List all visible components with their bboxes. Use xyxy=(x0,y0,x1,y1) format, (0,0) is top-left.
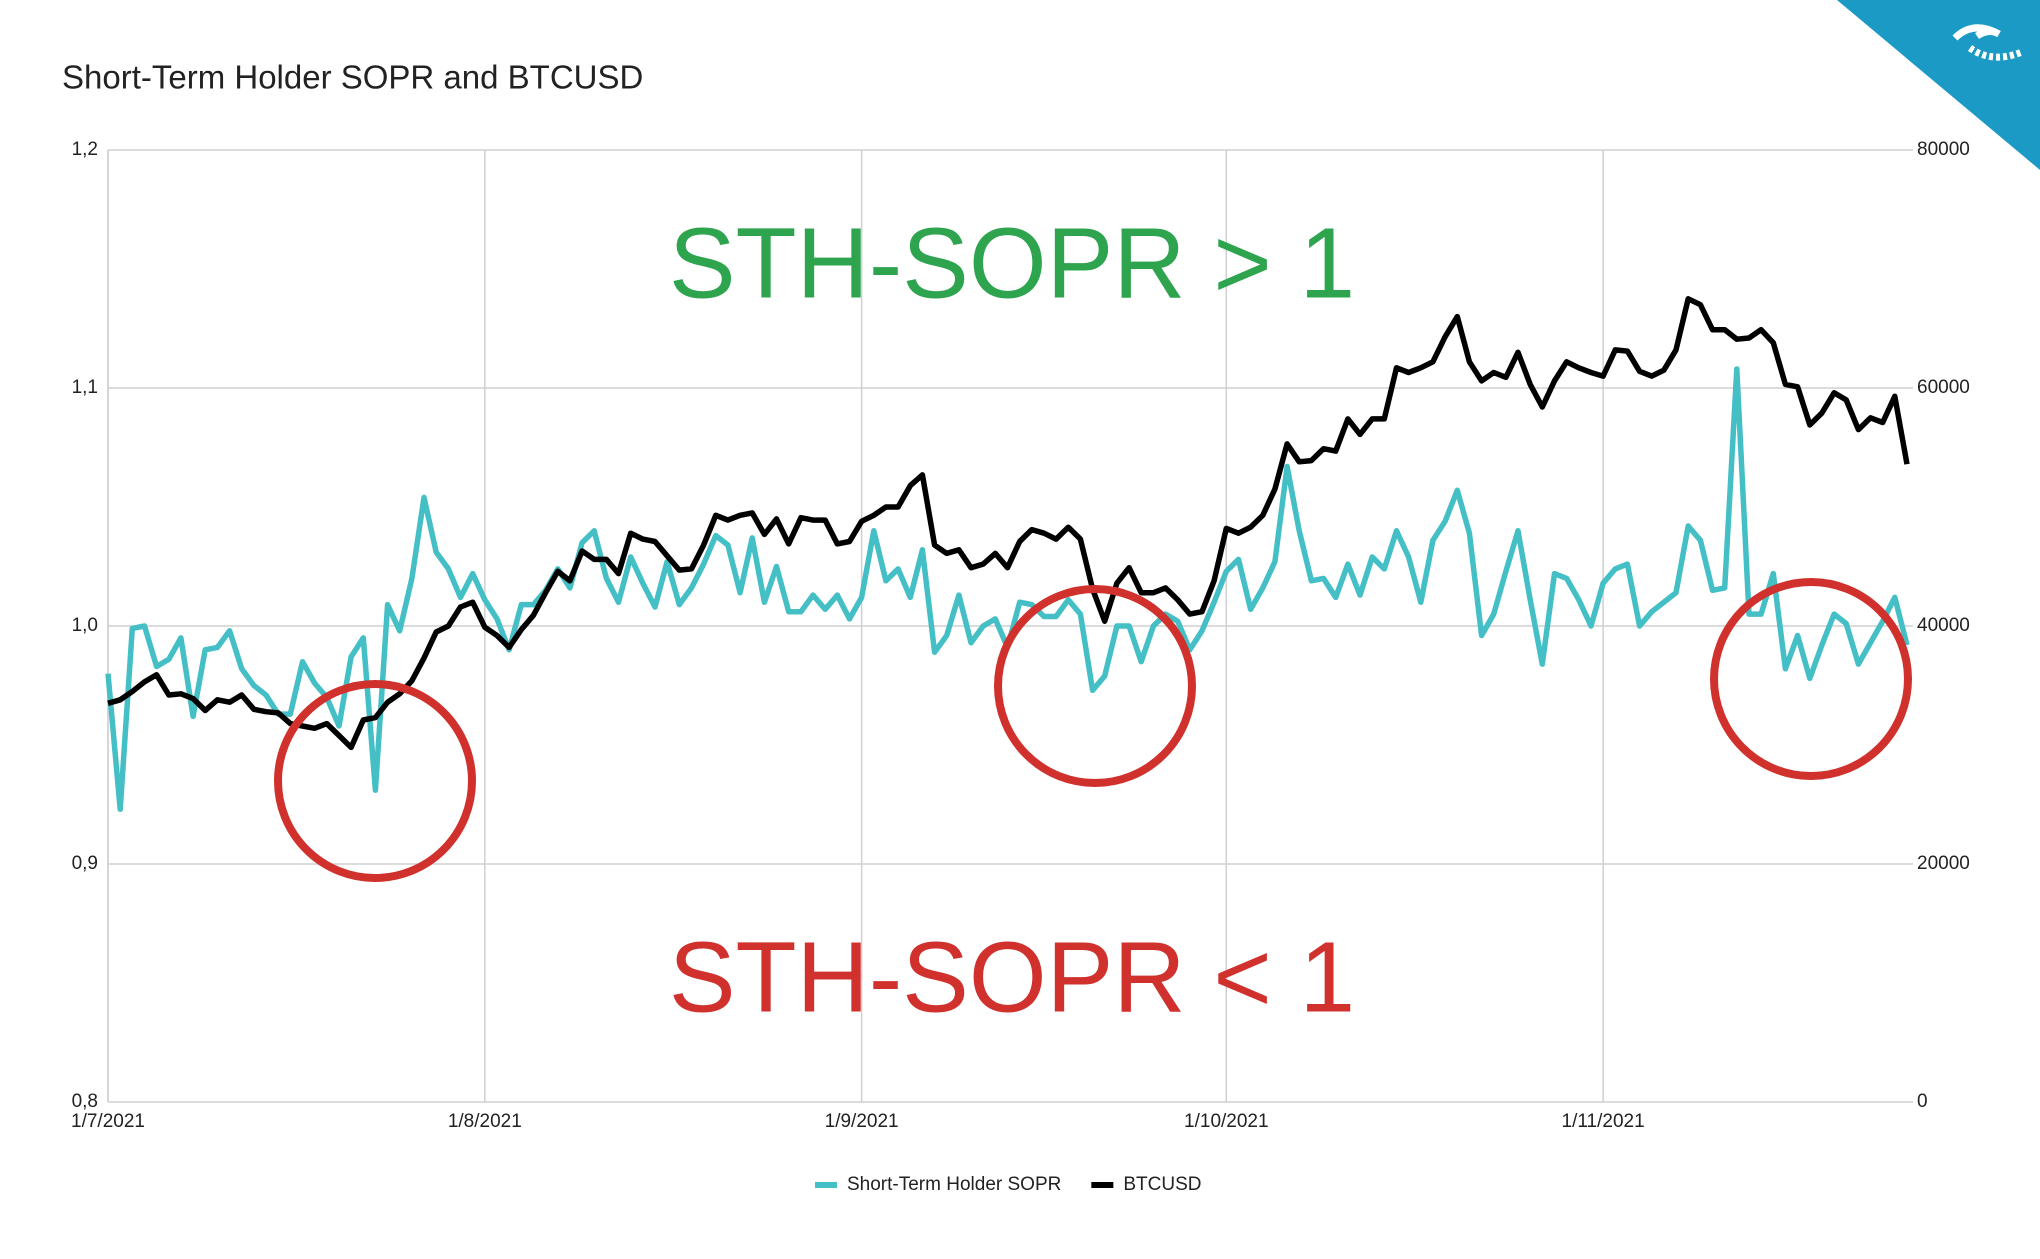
labels: 0,8 0,9 1,0 1,1 1,2 0 20000 40000 60000 80000 1/7/… xyxy=(71,139,1970,1195)
y2-tick-label: 20000 xyxy=(1917,853,1970,874)
y2-tick-label: 80000 xyxy=(1917,139,1970,160)
y-tick-label: 0,9 xyxy=(72,853,98,874)
logo-fan xyxy=(1967,45,2024,61)
legend-label: BTCUSD xyxy=(1123,1174,1201,1195)
logo-arc xyxy=(1952,24,2001,41)
y2-tick-label: 60000 xyxy=(1917,377,1970,398)
logo-corner xyxy=(1837,0,2040,170)
logo xyxy=(1952,24,2024,61)
legend-label: Short-Term Holder SOPR xyxy=(847,1174,1061,1195)
y2-tick-label: 40000 xyxy=(1917,615,1970,636)
highlight-circle xyxy=(1710,578,1912,780)
y-tick-label: 0,8 xyxy=(72,1091,98,1112)
y-tick-label: 1,1 xyxy=(72,377,98,398)
series-line xyxy=(107,296,1910,751)
y2-tick-label: 0 xyxy=(1917,1091,1928,1112)
annotation: STH-SOPR < 1 xyxy=(669,921,1355,1033)
y-tick-label: 1,0 xyxy=(72,615,98,636)
annotation: STH-SOPR > 1 xyxy=(669,207,1355,319)
highlight-circles xyxy=(274,578,1912,882)
highlight-circle xyxy=(274,680,476,882)
x-tick-label: 1/11/2021 xyxy=(1562,1111,1645,1132)
highlight-circle xyxy=(994,585,1196,787)
x-tick-label: 1/10/2021 xyxy=(1184,1111,1269,1132)
x-tick-label: 1/7/2021 xyxy=(71,1111,145,1132)
chart-title: Short-Term Holder SOPR and BTCUSD xyxy=(62,59,643,96)
x-tick-label: 1/9/2021 xyxy=(825,1111,899,1132)
y-tick-label: 1,2 xyxy=(72,139,98,160)
x-tick-label: 1/8/2021 xyxy=(448,1111,522,1132)
